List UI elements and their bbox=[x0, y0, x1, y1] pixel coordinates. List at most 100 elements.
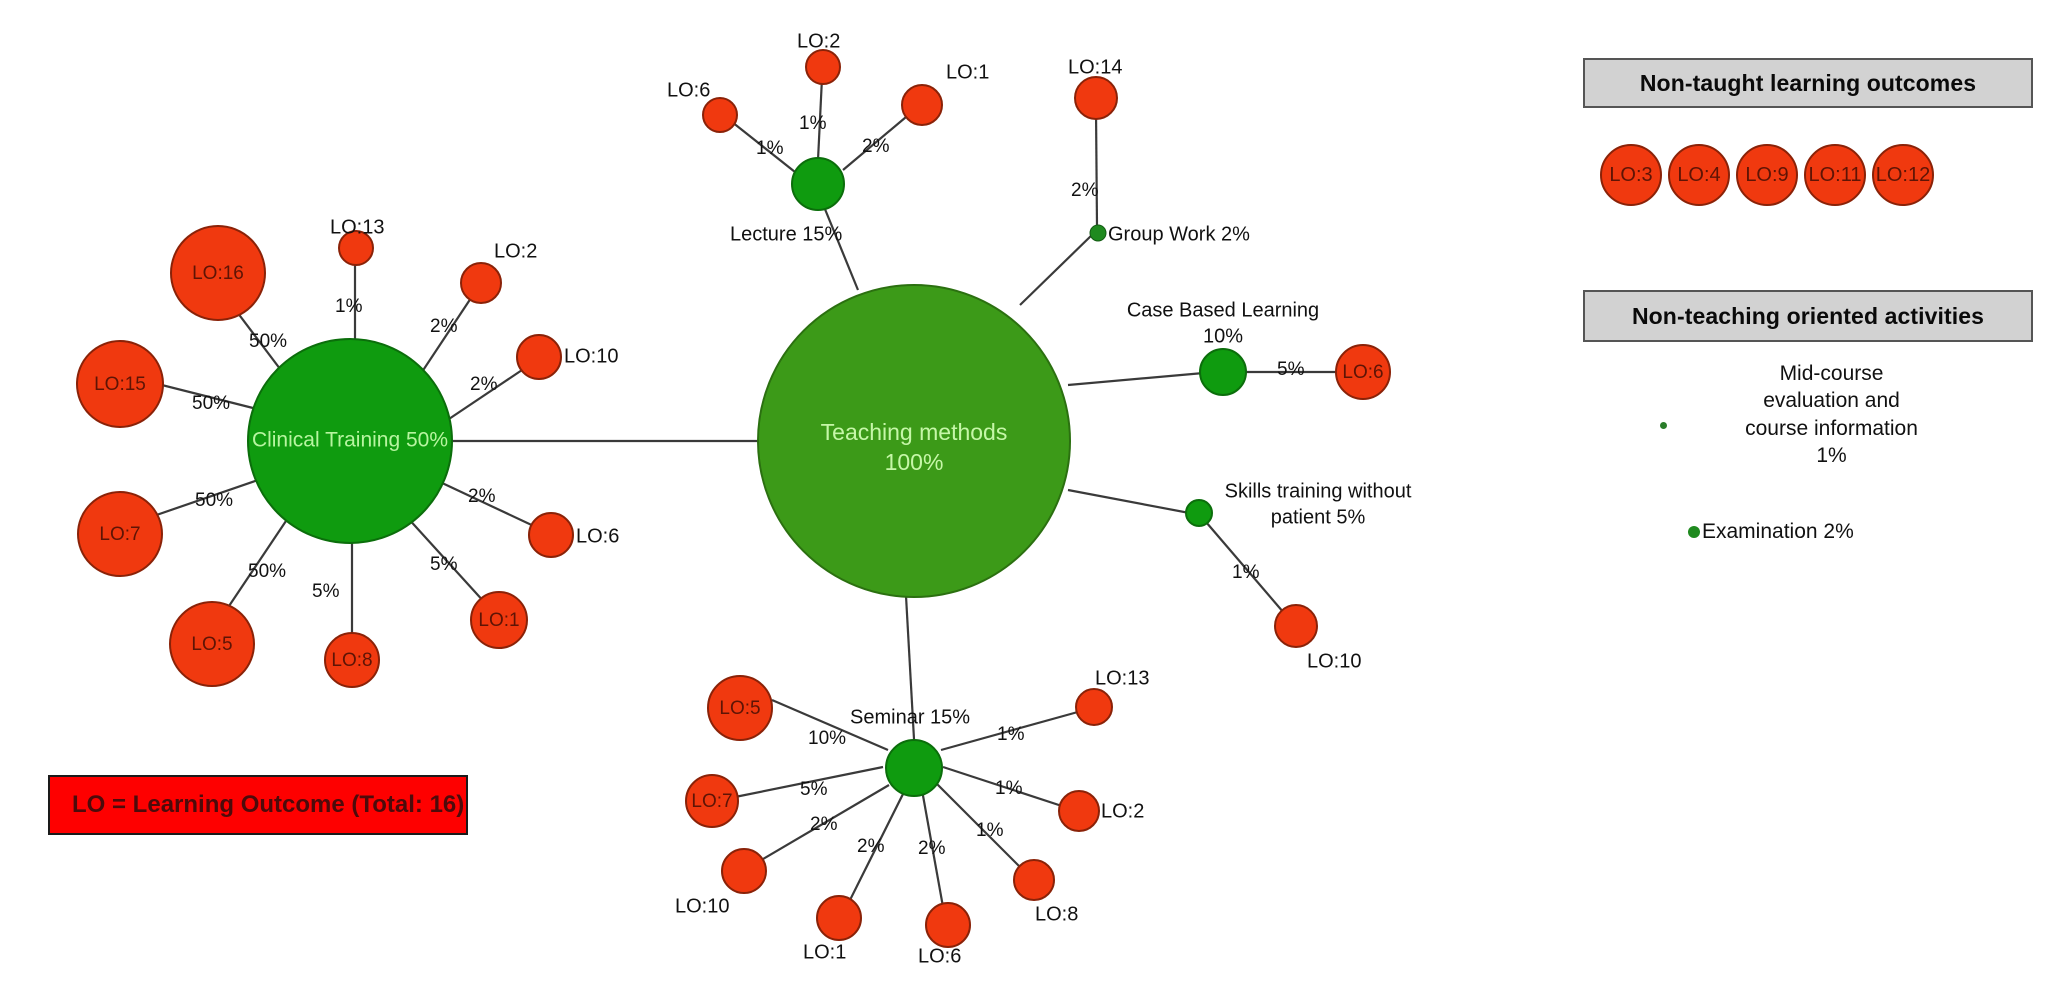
node-lo10-skills[interactable] bbox=[1274, 604, 1318, 648]
pct-clinical-lo7: 50% bbox=[195, 490, 233, 511]
lo2-lecture-label: LO:2 bbox=[797, 30, 840, 52]
node-lo8-clinical[interactable]: LO:8 bbox=[324, 632, 380, 688]
lo7-clinical-label: LO:7 bbox=[99, 524, 140, 545]
node-lo6-casebased[interactable]: LO:6 bbox=[1335, 344, 1391, 400]
node-lo14-groupwork[interactable] bbox=[1074, 76, 1118, 120]
lo2-seminar-label: LO:2 bbox=[1101, 800, 1144, 822]
node-lo7-seminar[interactable]: LO:7 bbox=[685, 774, 739, 828]
node-seminar[interactable] bbox=[885, 739, 943, 797]
node-lo10-seminar[interactable] bbox=[721, 848, 767, 894]
legend-chip-lo12-label: LO:12 bbox=[1875, 163, 1931, 186]
node-teaching-methods[interactable]: Teaching methods 100% bbox=[757, 284, 1071, 598]
pct-clinical-lo15: 50% bbox=[192, 393, 230, 414]
legend-non-taught-header: Non-taught learning outcomes bbox=[1583, 58, 2033, 108]
lecture-label: Lecture 15% bbox=[730, 223, 843, 245]
legend-chip-lo3[interactable]: LO:3 bbox=[1600, 144, 1662, 206]
pct-seminar-lo13: 1% bbox=[997, 724, 1025, 745]
legend-chip-lo9[interactable]: LO:9 bbox=[1736, 144, 1798, 206]
pct-clinical-lo1: 5% bbox=[430, 554, 458, 575]
node-lo2-lecture[interactable] bbox=[805, 49, 841, 85]
midcourse-line3: course information bbox=[1745, 416, 1918, 440]
pct-seminar-lo1: 2% bbox=[857, 836, 885, 857]
edge-skills-lo10 bbox=[1205, 521, 1291, 621]
lo1-lecture-label: LO:1 bbox=[946, 61, 989, 83]
midcourse-line2: evaluation and bbox=[1763, 389, 1900, 413]
group-work-label: Group Work 2% bbox=[1108, 223, 1250, 245]
pct-seminar-lo7: 5% bbox=[800, 779, 828, 800]
legend-lo-definition-label: LO = Learning Outcome (Total: 16) bbox=[72, 791, 465, 818]
edge-lecture-lo1 bbox=[842, 111, 913, 171]
node-lo16[interactable]: LO:16 bbox=[170, 225, 266, 321]
edge-seminar-lo10 bbox=[757, 784, 890, 863]
node-lecture[interactable] bbox=[791, 157, 845, 211]
lo10-skills-label: LO:10 bbox=[1307, 650, 1361, 672]
pct-lecture-lo2: 1% bbox=[799, 113, 827, 134]
node-lo7-clinical[interactable]: LO:7 bbox=[77, 491, 163, 577]
legend-non-teaching-title: Non-teaching oriented activities bbox=[1631, 302, 1985, 329]
lo8-clinical-label: LO:8 bbox=[331, 650, 372, 671]
node-lo1-clinical[interactable]: LO:1 bbox=[470, 591, 528, 649]
pct-seminar-lo8: 1% bbox=[976, 820, 1004, 841]
pct-skills-lo10: 1% bbox=[1232, 562, 1260, 583]
legend-non-teaching-header: Non-teaching oriented activities bbox=[1583, 290, 2033, 342]
activity-midcourse: Mid-course evaluation and course informa… bbox=[1660, 360, 1990, 469]
examination-label: Examination 2% bbox=[1702, 520, 1854, 543]
pct-lecture-lo6: 1% bbox=[756, 138, 784, 159]
pct-clinical-lo10: 2% bbox=[470, 374, 498, 395]
clinical-training-label: Clinical Training 50% bbox=[252, 429, 448, 452]
edge-clinical-lo1 bbox=[405, 515, 487, 605]
lo10-seminar-label: LO:10 bbox=[675, 895, 729, 917]
edge-seminar-lo13 bbox=[940, 708, 1086, 752]
node-lo15-clinical[interactable]: LO:15 bbox=[76, 340, 164, 428]
case-based-label-line1: Case Based Learning bbox=[1127, 299, 1319, 321]
edge-lecture-lo6 bbox=[726, 117, 796, 173]
edge-clinical-lo15 bbox=[149, 380, 254, 410]
node-lo6-seminar[interactable] bbox=[925, 902, 971, 948]
pct-seminar-lo10: 2% bbox=[810, 814, 838, 835]
pct-lecture-lo1: 2% bbox=[862, 136, 890, 157]
lo13-clinical-label: LO:13 bbox=[330, 216, 384, 238]
lo10-clinical-label: LO:10 bbox=[564, 345, 618, 367]
node-lo1-seminar[interactable] bbox=[816, 895, 862, 941]
edge-group bbox=[141, 77, 1337, 919]
midcourse-dot-icon bbox=[1660, 422, 1667, 430]
node-lo2-seminar[interactable] bbox=[1058, 790, 1100, 832]
pct-seminar-lo5: 10% bbox=[808, 728, 846, 749]
node-lo1-lecture[interactable] bbox=[901, 84, 943, 126]
node-lo13-clinical[interactable] bbox=[338, 230, 374, 266]
node-case-based-learning[interactable] bbox=[1199, 348, 1247, 396]
legend-chip-lo3-label: LO:3 bbox=[1609, 163, 1653, 186]
lo5-seminar-label: LO:5 bbox=[719, 698, 760, 719]
lo5-clinical-label: LO:5 bbox=[191, 634, 232, 655]
edge-clinical-lo7 bbox=[141, 478, 259, 522]
node-lo6-lecture[interactable] bbox=[702, 97, 738, 133]
pct-casebased-lo6: 5% bbox=[1277, 359, 1305, 380]
node-clinical-training[interactable]: Clinical Training 50% bbox=[247, 338, 453, 544]
midcourse-line4: 1% bbox=[1816, 443, 1847, 467]
edge-seminar-lo8 bbox=[935, 782, 1026, 873]
node-skills-training[interactable] bbox=[1185, 499, 1213, 527]
node-lo5-clinical[interactable]: LO:5 bbox=[169, 601, 255, 687]
legend-non-taught-title: Non-taught learning outcomes bbox=[1639, 69, 1977, 96]
hub-label-line1: Teaching methods bbox=[821, 419, 1008, 445]
pct-clinical-lo8: 5% bbox=[312, 581, 340, 602]
skills-label-line1: Skills training without bbox=[1225, 480, 1412, 502]
edge-hub-skills bbox=[1067, 488, 1201, 517]
node-lo5-seminar[interactable]: LO:5 bbox=[707, 675, 773, 741]
node-lo6-clinical[interactable] bbox=[528, 512, 574, 558]
edge-hub-casebased bbox=[1067, 370, 1216, 387]
node-lo13-seminar[interactable] bbox=[1075, 688, 1113, 726]
legend-chip-lo11[interactable]: LO:11 bbox=[1804, 144, 1866, 206]
legend-chip-lo12[interactable]: LO:12 bbox=[1872, 144, 1934, 206]
skills-label-line2: patient 5% bbox=[1271, 506, 1366, 528]
node-lo2-clinical[interactable] bbox=[460, 262, 502, 304]
node-lo10-clinical[interactable] bbox=[516, 334, 562, 380]
legend-chip-lo4[interactable]: LO:4 bbox=[1668, 144, 1730, 206]
legend-non-taught-chips: LO:3 LO:4 LO:9 LO:11 LO:12 bbox=[1600, 144, 1934, 206]
edge-seminar-lo6 bbox=[920, 789, 947, 919]
node-group-work[interactable] bbox=[1089, 224, 1107, 242]
node-lo8-seminar[interactable] bbox=[1013, 859, 1055, 901]
pct-groupwork-lo14: 2% bbox=[1071, 180, 1099, 201]
legend-chip-lo9-label: LO:9 bbox=[1745, 163, 1789, 186]
